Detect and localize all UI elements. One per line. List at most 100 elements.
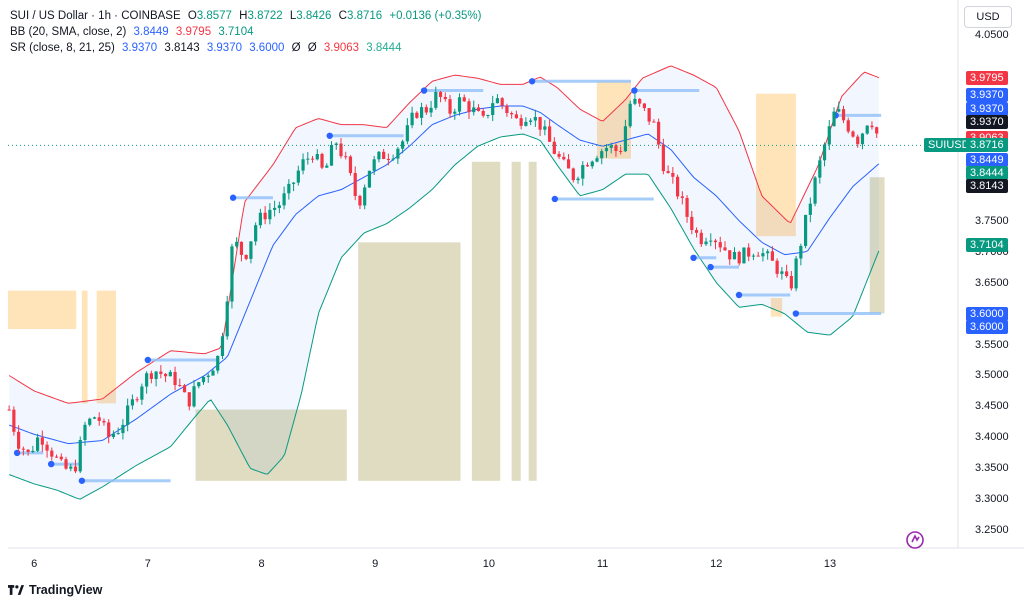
candle-down [135,396,139,403]
chart-legend: SUI / US Dollar · 1h · COINBASE O3.8577 … [10,8,481,56]
time-axis-label: 9 [372,558,379,570]
sr-zones [8,81,885,481]
candle-down [638,98,642,107]
candle-down [12,406,16,436]
candle-body [690,216,694,230]
candle-up [832,107,836,127]
candle-body [310,158,315,160]
candle-up [268,203,272,225]
candle-body [737,252,741,264]
candle-body [713,240,718,243]
candle-body [325,165,329,168]
legend-sr-v2: 3.8143 [164,42,200,54]
price-axis-label: 3.4000 [975,431,1009,444]
candle-body [803,214,808,246]
candle-down [851,130,855,138]
candle-body [277,205,281,208]
tradingview-logo[interactable]: TradingView [8,583,102,597]
candle-body [785,271,789,277]
candle-up [623,119,628,153]
sr-level-dot [551,195,559,203]
compare-icon[interactable] [905,530,925,550]
zone-demand [195,409,347,481]
candle-body [54,456,59,458]
candle-body [638,98,642,104]
currency-button[interactable]: USD [964,6,1012,28]
candle-down [713,238,718,250]
candle-body [145,373,149,387]
candle-body [429,107,433,113]
candle-body [102,420,106,423]
candle-body [865,125,869,134]
candle-down [424,104,428,115]
candle-body [614,145,618,152]
candle-down [657,118,661,149]
candle-body [296,170,300,183]
candle-up [92,416,97,420]
candle-down [552,137,556,155]
price-axis-label: 3.7500 [975,214,1009,227]
candle-body [524,121,528,126]
candle-down [382,148,386,160]
candle-body [751,255,756,257]
legend-close: 3.8716 [346,10,383,22]
candle-body [519,118,523,126]
sr-level-dot [144,356,152,364]
candle-body [766,251,770,254]
candle-up [363,184,367,210]
candle-down [244,254,248,261]
candle-body [680,196,684,198]
price-axis-label: 4.0500 [975,28,1009,41]
candle-up [865,125,869,135]
candle-down [728,250,732,265]
candle-up [780,267,784,280]
candle-up [287,179,291,200]
candle-body [83,424,87,441]
candle-up [154,370,158,387]
candle-body [604,147,609,152]
legend-sr-na1: Ø [291,42,301,54]
candle-body [206,375,210,377]
candle-up [732,247,737,260]
candle-body [609,145,613,148]
price-tag: 3.6000 [966,319,1008,334]
candle-body [780,271,784,274]
candle-body [566,159,571,169]
tradingview-logo-icon [8,585,24,595]
candle-body [827,126,831,145]
candle-body [92,417,97,419]
candle-body [547,126,552,142]
legend-close-label: C [338,10,347,22]
candle-body [372,159,376,171]
candle-body [216,355,220,371]
candle-down [102,418,106,426]
candle-up [126,398,130,432]
legend-sr-v3: 3.9370 [206,42,242,54]
candle-body [576,178,580,181]
candle-body [633,98,637,104]
candle-up [827,119,831,151]
candle-up [472,100,476,116]
legend-row-bb: BB (20, SMA, close, 2) 3.8449 3.9795 3.7… [10,24,481,40]
candle-body [173,371,177,386]
candle-up [291,182,296,192]
candle-down [619,146,623,155]
legend-sr-label[interactable]: SR (close, 8, 21, 25) [10,42,115,54]
legend-bb-label[interactable]: BB (20, SMA, close, 2) [10,26,127,38]
zone-demand [528,161,537,481]
candle-down [519,114,523,130]
candle-body [747,247,751,257]
candle-up [258,208,262,229]
candle-body [405,125,409,142]
chart-grid [8,0,1024,549]
candle-body [652,121,656,123]
candle-body [732,252,737,260]
price-tag: 3.7104 [966,238,1008,253]
candle-body [168,371,172,377]
sr-level-dot [735,291,743,299]
legend-bb-basis: 3.8449 [133,26,169,38]
candle-body [235,241,239,247]
candle-up [595,155,599,163]
candle-up [405,118,409,145]
